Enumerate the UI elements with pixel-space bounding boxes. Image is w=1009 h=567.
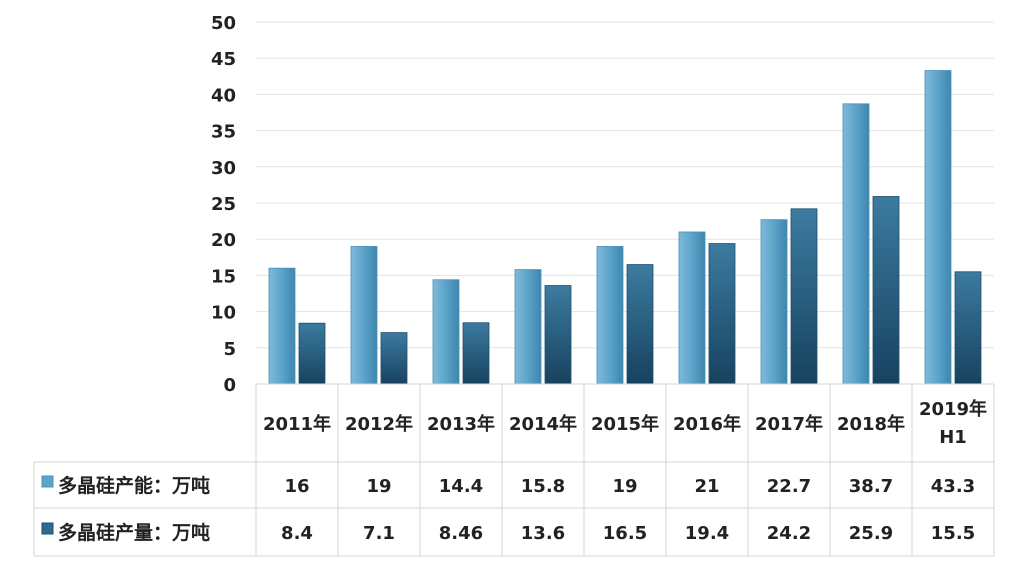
bar-output	[872, 196, 900, 385]
bar-output	[708, 243, 736, 385]
y-tick-label: 5	[223, 339, 236, 360]
bar-capacity	[514, 269, 542, 385]
data-label: 14.4	[439, 476, 483, 497]
bar-output	[626, 264, 654, 385]
category-label: 2011年	[263, 413, 331, 435]
bar-capacity	[760, 219, 788, 385]
data-label: 21	[694, 476, 719, 497]
data-label: 7.1	[363, 523, 395, 544]
bars	[268, 70, 982, 385]
bar-output	[790, 208, 818, 385]
y-tick-label: 50	[211, 13, 236, 34]
y-tick-label: 40	[211, 85, 236, 106]
bar-output	[298, 322, 326, 385]
data-label: 25.9	[849, 523, 893, 544]
y-tick-label: 35	[211, 122, 236, 143]
gridlines	[256, 21, 994, 385]
data-label: 38.7	[849, 476, 893, 497]
category-label: 2017年	[755, 413, 823, 435]
y-tick-label: 45	[211, 49, 236, 70]
bar-capacity	[350, 246, 378, 385]
data-label: 43.3	[931, 476, 975, 497]
y-tick-label: 30	[211, 158, 236, 179]
data-label: 19	[612, 476, 637, 497]
bar-output	[462, 322, 490, 385]
bar-output	[544, 285, 572, 385]
y-tick-label: 20	[211, 230, 236, 251]
data-label: 19	[366, 476, 391, 497]
data-label: 22.7	[767, 476, 811, 497]
y-axis-ticks: 0 5 10 15 20 25 30 35 40 45 50	[211, 13, 236, 396]
category-label: 2013年	[427, 413, 495, 435]
bar-capacity	[268, 267, 296, 385]
bar-output	[380, 332, 408, 385]
bar-capacity	[678, 231, 706, 385]
category-label: 2018年	[837, 413, 905, 435]
category-label: 2015年	[591, 413, 659, 435]
legend-swatch	[41, 522, 54, 535]
category-label: 2014年	[509, 413, 577, 435]
data-label: 16	[284, 476, 309, 497]
y-tick-label: 10	[211, 303, 236, 324]
category-label: 2019年	[919, 398, 987, 420]
category-label: 2012年	[345, 413, 413, 435]
legend-label: 多晶硅产能：万吨	[58, 474, 210, 497]
legend-swatch	[41, 475, 54, 488]
bar-capacity	[842, 103, 870, 385]
bar-capacity	[924, 70, 952, 385]
data-label: 19.4	[685, 523, 729, 544]
legend-label: 多晶硅产量：万吨	[58, 521, 210, 544]
y-tick-label: 0	[223, 375, 236, 396]
data-label: 13.6	[521, 523, 565, 544]
data-label: 15.5	[931, 523, 975, 544]
data-table: 2011年 2012年 2013年 2014年 2015年 2016年 2017年 2018年…	[33, 383, 995, 557]
y-tick-label: 15	[211, 266, 236, 287]
category-label: H1	[939, 427, 967, 448]
data-label: 16.5	[603, 523, 647, 544]
bar-capacity	[432, 279, 460, 385]
data-label: 8.46	[439, 523, 483, 544]
bar-capacity	[596, 246, 624, 385]
data-label: 24.2	[767, 523, 811, 544]
data-label: 15.8	[521, 476, 565, 497]
data-label: 8.4	[281, 523, 313, 544]
category-label: 2016年	[673, 413, 741, 435]
y-tick-label: 25	[211, 194, 236, 215]
bar-output	[954, 271, 982, 385]
